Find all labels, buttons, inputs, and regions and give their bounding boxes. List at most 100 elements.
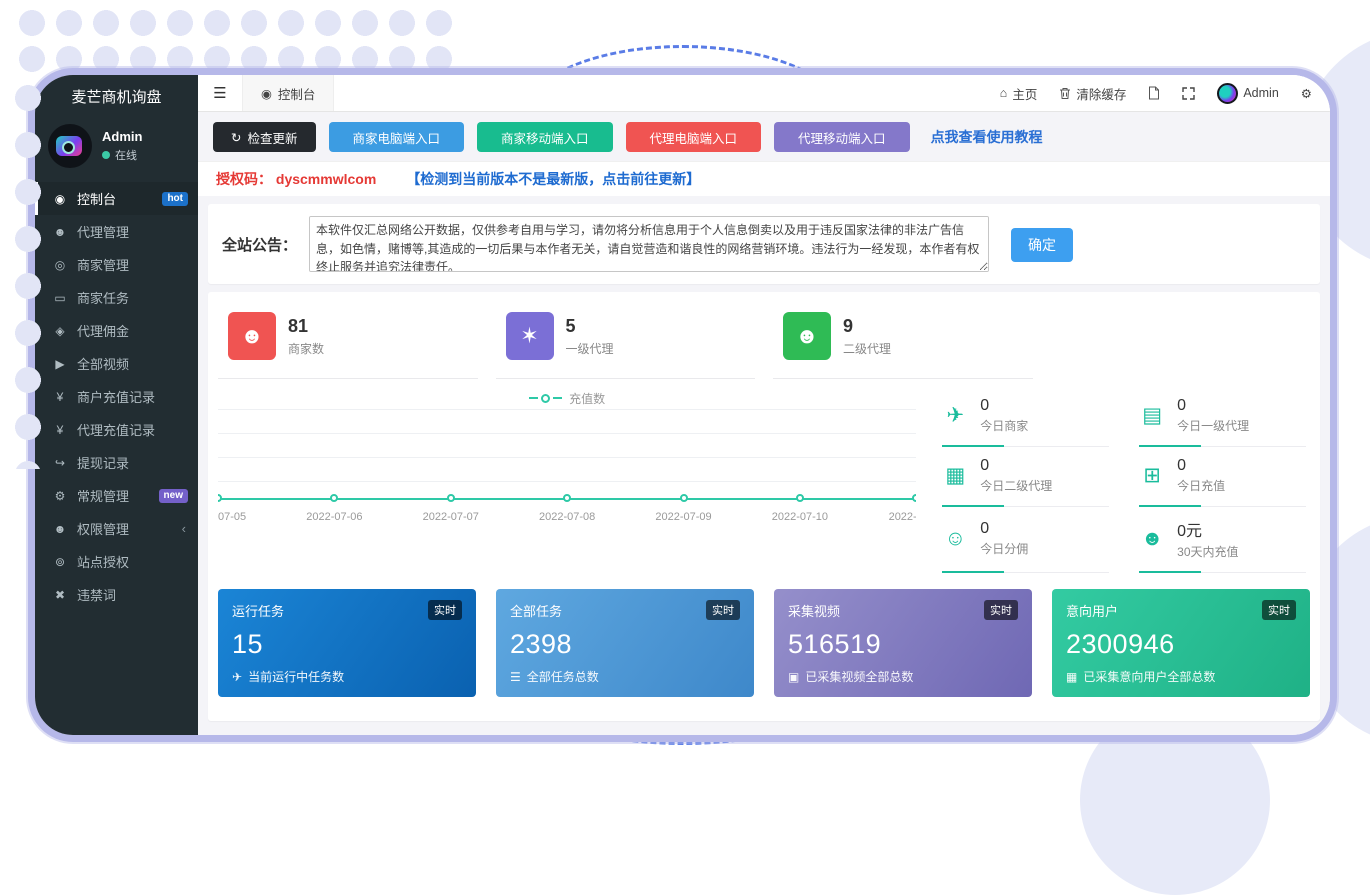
stat-level2-agents: ☻ 9 二级代理 — [773, 304, 1033, 379]
card-intent-users: 意向用户 实时 2300946 ▦ 已采集意向用户全部总数 — [1052, 589, 1310, 697]
realtime-badge: 实时 — [428, 600, 462, 620]
settings-button[interactable]: ⚙ — [1301, 86, 1312, 101]
sidebar-item-label: 全部视频 — [77, 357, 130, 372]
license-label: 授权码： — [216, 171, 272, 187]
x-tick: 2022-07-08 — [539, 511, 596, 523]
file-icon — [1149, 86, 1160, 100]
id-card-icon: ▤ — [1142, 404, 1163, 427]
clear-cache-link[interactable]: 清除缓存 — [1059, 84, 1126, 103]
mini-stat-value: 0 — [980, 457, 990, 474]
x-tick: 07-05 — [218, 511, 247, 523]
yen-icon: ¥ — [56, 422, 64, 437]
tab-dashboard[interactable]: ◉ 控制台 — [242, 75, 335, 111]
sidebar-item-permission-management[interactable]: ☻ 权限管理 ‹ — [35, 512, 198, 545]
agent-pc-entry-button[interactable]: 代理电脑端入口 — [625, 122, 762, 152]
user-panel: Admin 在线 — [35, 116, 198, 178]
mini-stat-label: 今日商家 — [980, 419, 1029, 433]
stat-label: 商家数 — [288, 341, 325, 356]
user-menu[interactable]: Admin — [1217, 82, 1279, 104]
sidebar-item-site-authorization[interactable]: ⊚ 站点授权 — [35, 545, 198, 578]
sidebar-item-agent-recharge-records[interactable]: ¥ 代理充值记录 — [35, 413, 198, 446]
top-navbar: ☰ ◉ 控制台 ⌂ 主页 清除缓存 — [198, 75, 1330, 112]
sidebar-item-banned-words[interactable]: ✖ 违禁词 — [35, 578, 198, 611]
sidebar-item-merchant-management[interactable]: ◎ 商家管理 — [35, 248, 198, 281]
check-update-button[interactable]: ↻ 检查更新 — [213, 122, 316, 152]
avatar — [1217, 82, 1239, 104]
ban-icon: ✖ — [54, 587, 66, 602]
fullscreen-button[interactable] — [1182, 86, 1196, 100]
mini-stat-today-level1-agents: ▤ 0 今日一级代理 — [1139, 391, 1306, 447]
stat-value: 5 — [565, 315, 576, 336]
hamburger-menu-icon[interactable]: ☰ — [213, 85, 227, 102]
user-status-label: 在线 — [115, 150, 137, 162]
merchant-mobile-entry-button[interactable]: 商家移动端入口 — [477, 122, 613, 152]
file-button[interactable] — [1148, 86, 1160, 100]
cogs-icon: ⚙ — [54, 488, 66, 503]
realtime-badge: 实时 — [706, 600, 740, 620]
sidebar-item-agent-commission[interactable]: ◈ 代理佣金 — [35, 314, 198, 347]
user-plus-icon: ☻ — [53, 224, 67, 239]
announcement-card: 全站公告： 本软件仅汇总网络公开数据，仅供参考自用与学习，请勿将分析信息用于个人… — [208, 204, 1320, 284]
video-icon: ▶ — [55, 356, 65, 371]
card-desc: 全部任务总数 — [526, 670, 599, 684]
navbar-right: ⌂ 主页 清除缓存 Admin ⚙ — [1000, 75, 1330, 111]
user-circle-icon: ☻ — [1141, 526, 1164, 550]
sidebar-item-withdrawal-records[interactable]: ↪ 提现记录 — [35, 446, 198, 479]
yen-icon: ¥ — [56, 389, 64, 404]
license-bar: 授权码： dyscmmwlcom 【检测到当前版本不是最新版，点击前往更新】 — [198, 161, 1330, 196]
overview-card: ☻ 81 商家数 ✶ 5 一级代理 ☻ — [208, 292, 1320, 721]
update-notice-link[interactable]: 【检测到当前版本不是最新版，点击前往更新】 — [406, 171, 701, 187]
mini-stat-30day-recharge: ☻ 0元 30天内充值 — [1139, 511, 1306, 573]
agent-mobile-entry-button[interactable]: 代理移动端入口 — [774, 122, 910, 152]
x-tick: 2022-07-10 — [771, 511, 829, 523]
mini-stat-today-level2-agents: ▦ 0 今日二级代理 — [942, 451, 1110, 507]
card-desc: 已采集视频全部总数 — [805, 670, 914, 684]
sidebar-item-label: 代理充值记录 — [77, 423, 156, 438]
merchant-pc-entry-button[interactable]: 商家电脑端入口 — [328, 122, 465, 152]
mini-stat-label: 30天内充值 — [1177, 545, 1239, 559]
home-link[interactable]: ⌂ 主页 — [1000, 84, 1038, 103]
recharge-line-chart: 充值数 — [218, 389, 917, 573]
stat-merchants: ☻ 81 商家数 — [218, 304, 478, 379]
sidebar-item-label: 商家管理 — [77, 258, 130, 273]
online-dot — [102, 151, 110, 159]
announcement-textarea[interactable]: 本软件仅汇总网络公开数据，仅供参考自用与学习，请勿将分析信息用于个人信息倒卖以及… — [309, 216, 990, 272]
mini-stat-today-merchants: ✈ 0 今日商家 — [942, 391, 1110, 447]
realtime-badge: 实时 — [1262, 600, 1296, 620]
sidebar-item-merchant-recharge-records[interactable]: ¥ 商户充值记录 — [35, 380, 198, 413]
sidebar-item-merchant-tasks[interactable]: ▭ 商家任务 — [35, 281, 198, 314]
new-badge: new — [158, 488, 188, 503]
card-all-tasks: 全部任务 实时 2398 ☰ 全部任务总数 — [496, 589, 754, 697]
card-running-tasks: 运行任务 实时 15 ✈ 当前运行中任务数 — [218, 589, 476, 697]
sidebar-item-dashboard[interactable]: ◉ 控制台 hot — [35, 182, 198, 215]
today-stats-panel: ✈ 0 今日商家 ▤ 0 今日一级代理 — [916, 389, 1310, 573]
card-desc: 当前运行中任务数 — [248, 670, 345, 684]
chart-x-axis: 07-05 2022-07-06 2022-07-07 2022-07-08 2… — [218, 509, 916, 527]
dots-pattern-top — [14, 6, 460, 76]
sidebar-item-label: 商家任务 — [77, 291, 130, 306]
image-icon: ▦ — [1066, 669, 1078, 684]
mini-stat-value: 0 — [980, 397, 990, 414]
sidebar-item-general-management[interactable]: ⚙ 常规管理 new — [35, 479, 198, 512]
tutorial-link[interactable]: 点我查看使用教程 — [930, 129, 1043, 145]
calendar-icon: ▦ — [945, 464, 966, 487]
card-title: 全部任务 — [510, 603, 563, 619]
stat-label: 一级代理 — [565, 341, 614, 356]
navbar-user-name: Admin — [1243, 86, 1279, 100]
stat-value: 9 — [843, 315, 854, 336]
card-title: 采集视频 — [788, 603, 841, 619]
confirm-button[interactable]: 确定 — [1011, 228, 1074, 262]
sidebar-item-label: 控制台 — [77, 192, 117, 207]
x-tick: 2022-07-07 — [422, 511, 479, 523]
sidebar-item-all-videos[interactable]: ▶ 全部视频 — [35, 347, 198, 380]
stat-label: 二级代理 — [843, 341, 892, 356]
chart-row: 充值数 — [218, 389, 1310, 573]
user-status: 在线 — [102, 147, 142, 163]
mini-stat-value: 0 — [1177, 397, 1187, 414]
sidebar-item-agent-management[interactable]: ☻ 代理管理 — [35, 215, 198, 248]
dashboard-icon: ◉ — [261, 86, 272, 101]
stat-empty — [1051, 304, 1311, 379]
gear-icon: ⚙ — [1300, 86, 1312, 101]
x-tick: 2022-07-09 — [655, 511, 712, 523]
keyboard-icon: ▭ — [54, 290, 66, 305]
